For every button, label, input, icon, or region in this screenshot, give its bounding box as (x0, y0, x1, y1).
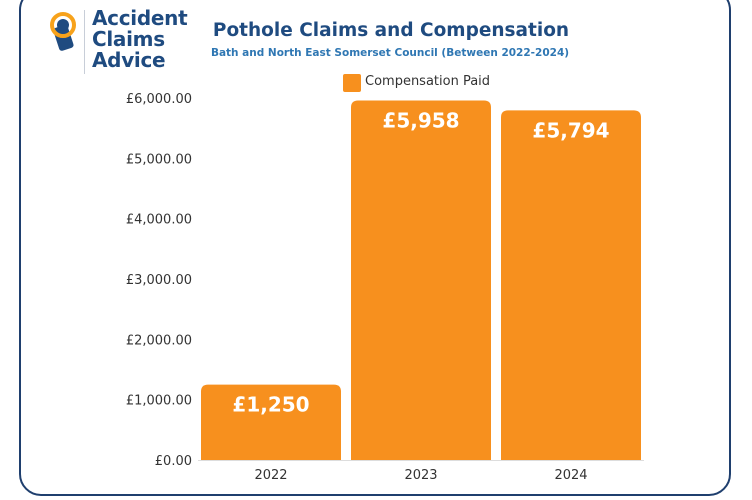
logo-divider (84, 10, 85, 74)
bar-value-label: £5,794 (532, 118, 609, 142)
x-tick-label: 2022 (254, 468, 287, 483)
y-tick-label: £2,000.00 (126, 333, 192, 348)
bar (351, 100, 491, 460)
logo-wordmark: Accident Claims Advice (92, 6, 188, 72)
legend-label: Compensation Paid (365, 74, 491, 89)
y-tick-label: £6,000.00 (126, 92, 192, 107)
y-tick-label: £4,000.00 (126, 213, 192, 228)
company-logo: Accident Claims Advice (46, 8, 196, 76)
bar-value-label: £1,250 (232, 393, 309, 417)
bar (501, 110, 641, 461)
bar-value-label: £5,958 (382, 109, 459, 133)
y-tick-label: £0.00 (155, 454, 192, 469)
chart-subtitle: Bath and North East Somerset Council (Be… (210, 47, 570, 59)
y-tick-label: £1,000.00 (126, 394, 192, 409)
legend-swatch (343, 74, 361, 92)
bar (201, 384, 341, 460)
x-tick-label: 2023 (404, 468, 437, 483)
logo-line-3: Advice (92, 48, 166, 72)
logo-icon (50, 12, 76, 51)
x-tick-label: 2024 (554, 468, 587, 483)
logo-line-2: Claims (92, 27, 165, 51)
logo-line-1: Accident (92, 6, 188, 30)
chart-title: Pothole Claims and Compensation (212, 20, 570, 41)
y-tick-label: £3,000.00 (126, 273, 192, 288)
y-tick-label: £5,000.00 (126, 152, 192, 167)
